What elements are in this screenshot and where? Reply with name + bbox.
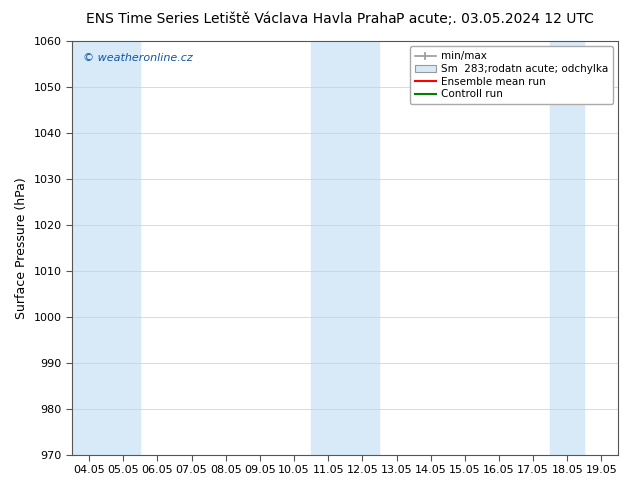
Y-axis label: Surface Pressure (hPa): Surface Pressure (hPa) (15, 177, 28, 318)
Bar (550, 41, 585, 455)
Bar (107, 41, 140, 455)
Bar (346, 41, 379, 455)
Legend: min/max, Sm  283;rodatn acute; odchylka, Ensemble mean run, Controll run: min/max, Sm 283;rodatn acute; odchylka, … (410, 46, 613, 104)
Text: ENS Time Series Letiště Václava Havla Praha: ENS Time Series Letiště Václava Havla Pr… (86, 12, 396, 26)
Bar (72, 41, 107, 455)
Text: © weatheronline.cz: © weatheronline.cz (83, 53, 193, 64)
Bar (311, 41, 346, 455)
Text: P acute;. 03.05.2024 12 UTC: P acute;. 03.05.2024 12 UTC (396, 12, 593, 26)
